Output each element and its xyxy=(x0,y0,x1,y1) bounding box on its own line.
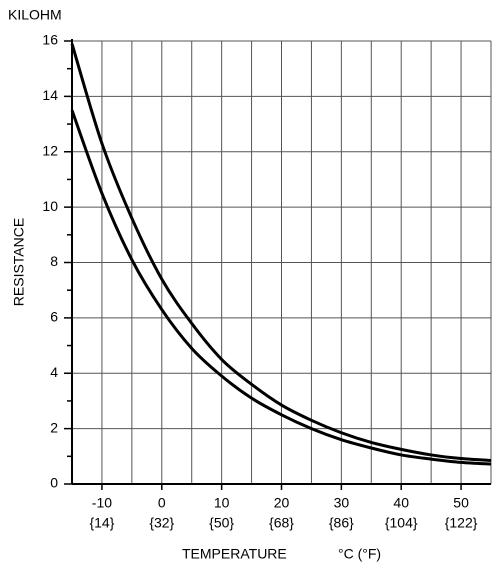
y-tick-label: 16 xyxy=(42,32,58,48)
x-tick-label-fahrenheit: {32} xyxy=(149,515,174,531)
x-tick-label: 0 xyxy=(158,495,166,511)
x-unit-label: °C (°F) xyxy=(338,546,381,562)
y-unit-label: KILOHM xyxy=(8,7,62,23)
y-tick-label: 8 xyxy=(50,253,58,269)
x-tick-label-fahrenheit: {104} xyxy=(385,515,418,531)
x-tick-label-fahrenheit: {122} xyxy=(445,515,478,531)
x-tick-label-fahrenheit: {14} xyxy=(89,515,114,531)
y-tick-label: 4 xyxy=(50,364,58,380)
x-axis-label: TEMPERATURE xyxy=(182,546,287,562)
x-tick-label: 40 xyxy=(393,495,409,511)
curve xyxy=(70,43,492,462)
x-tick-label-fahrenheit: {50} xyxy=(209,515,234,531)
y-tick-label: 14 xyxy=(42,87,58,103)
x-tick-label: -10 xyxy=(92,495,112,511)
x-tick-label-fahrenheit: {86} xyxy=(329,515,354,531)
x-tick-label: 30 xyxy=(334,495,350,511)
y-tick-label: 10 xyxy=(42,198,58,214)
x-tick-label-fahrenheit: {68} xyxy=(269,515,294,531)
x-tick-label: 20 xyxy=(274,495,290,511)
y-tick-label: 2 xyxy=(50,419,58,435)
y-axis-label: RESISTANCE xyxy=(11,218,27,306)
y-tick-label: 0 xyxy=(50,475,58,491)
x-tick-label: 50 xyxy=(453,495,469,511)
curve xyxy=(70,109,492,466)
y-tick-label: 6 xyxy=(50,309,58,325)
x-tick-label: 10 xyxy=(214,495,230,511)
y-tick-label: 12 xyxy=(42,142,58,158)
